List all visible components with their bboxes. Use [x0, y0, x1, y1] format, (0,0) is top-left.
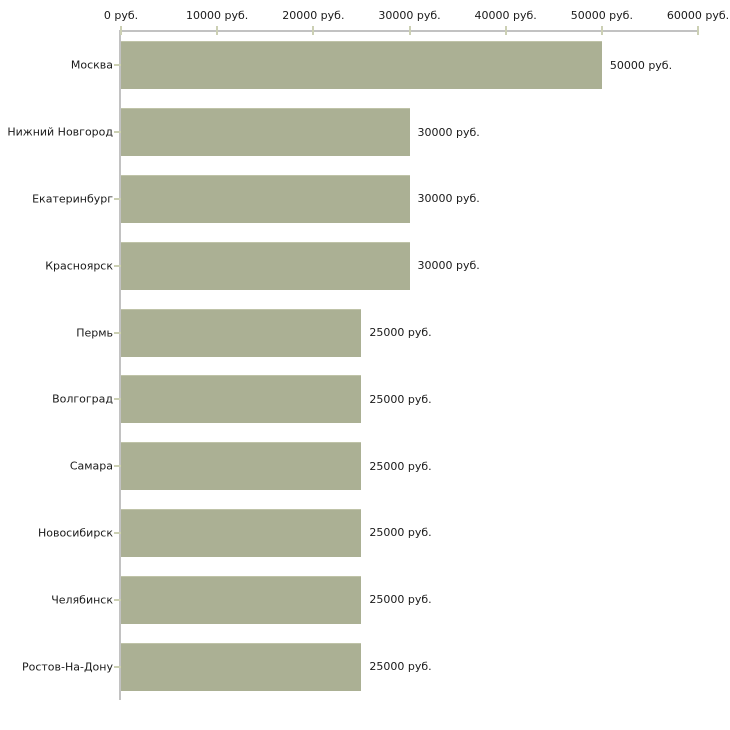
bar [121, 41, 602, 90]
category-label: Нижний Новгород [7, 125, 113, 139]
value-label: 25000 руб. [369, 593, 432, 607]
bar-row: Новосибирск 25000 руб. [38, 500, 698, 567]
bar-rows: Москва 50000 руб. Нижний Новгород 30000 руб… [7, 32, 698, 700]
category-tick [114, 465, 121, 468]
bar [121, 508, 362, 557]
x-tick-mark [312, 26, 315, 35]
value-label: 30000 руб. [417, 192, 480, 206]
bar-row: Екатеринбург 30000 руб. [32, 166, 698, 233]
category-label: Москва [70, 58, 113, 72]
x-tick-mark [697, 26, 699, 35]
bar [121, 642, 362, 691]
x-tick-mark [408, 26, 411, 35]
category-tick [114, 531, 121, 534]
category-tick [114, 64, 121, 67]
category-tick [114, 331, 121, 334]
category-tick [114, 398, 121, 401]
bar-row: Пермь 25000 руб. [76, 299, 698, 366]
bar-row: Волгоград 25000 руб. [52, 366, 698, 433]
category-tick [114, 665, 121, 668]
category-label: Пермь [76, 326, 113, 340]
bar [121, 575, 362, 624]
x-axis-tick-labels: 0 руб. 10000 руб. 20000 руб. 30000 руб. 4000… [104, 9, 729, 25]
bar [121, 108, 410, 157]
category-tick [114, 197, 121, 200]
bar [121, 308, 362, 357]
x-tick-label: 40000 руб. [474, 9, 537, 22]
category-label: Волгоград [52, 392, 113, 406]
bar-row: Челябинск 25000 руб. [51, 566, 698, 633]
x-tick-mark [600, 26, 603, 35]
category-label: Челябинск [51, 593, 113, 607]
x-tick-mark [216, 26, 219, 35]
category-tick [114, 264, 121, 267]
category-label: Екатеринбург [32, 192, 113, 206]
category-tick [114, 131, 121, 134]
bar [121, 375, 362, 424]
bar [121, 241, 410, 290]
x-tick-label: 20000 руб. [282, 9, 345, 22]
value-label: 25000 руб. [369, 392, 432, 406]
x-tick-label: 60000 руб. [666, 9, 730, 22]
bar-row: Красноярск 30000 руб. [45, 232, 698, 299]
x-tick-label: 0 руб. [103, 9, 139, 22]
category-label: Красноярск [45, 259, 113, 273]
x-tick-label: 30000 руб. [378, 9, 441, 22]
bar [121, 174, 410, 223]
value-label: 25000 руб. [369, 326, 432, 340]
value-label: 25000 руб. [369, 526, 432, 540]
value-label: 30000 руб. [417, 125, 480, 139]
bar-row: Самара 25000 руб. [70, 433, 698, 500]
category-label: Ростов-На-Дону [21, 660, 113, 674]
category-tick [114, 598, 121, 601]
bar [121, 442, 362, 491]
x-tick-label: 10000 руб. [186, 9, 249, 22]
value-label: 30000 руб. [417, 259, 480, 273]
plot-area: Москва 50000 руб. Нижний Новгород 30000 руб… [7, 26, 699, 700]
bar-row: Ростов-На-Дону 25000 руб. [22, 633, 698, 700]
category-label: Самара [69, 459, 113, 473]
bar-row: Нижний Новгород 30000 руб. [7, 99, 698, 166]
category-label: Новосибирск [37, 526, 113, 540]
x-tick-label: 50000 руб. [570, 9, 633, 22]
value-label: 25000 руб. [369, 660, 432, 674]
x-tick-mark [120, 26, 122, 35]
x-tick-mark [504, 26, 507, 35]
value-label: 50000 руб. [609, 58, 673, 72]
bar-row: Москва 50000 руб. [71, 32, 698, 99]
value-label: 25000 руб. [369, 459, 432, 473]
